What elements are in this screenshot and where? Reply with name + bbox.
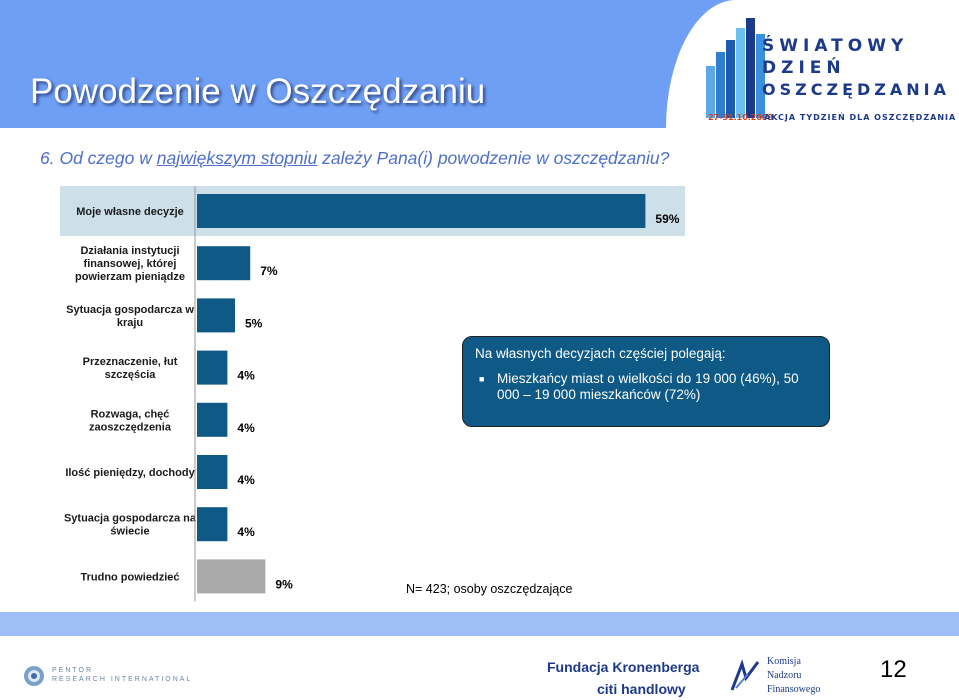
value-label: 5%: [245, 316, 263, 330]
survey-question: 6. Od czego w największym stopniu zależy…: [40, 148, 669, 169]
footer-band: [0, 612, 959, 636]
category-label: Działania instytucji finansowej, której po…: [75, 245, 185, 283]
question-suffix: zależy Pana(i) powodzenie w oszczędzaniu…: [317, 148, 670, 168]
value-label: 7%: [260, 264, 278, 278]
knf-line-3: Finansowego: [767, 684, 821, 695]
bar: [197, 402, 228, 437]
value-label: 9%: [275, 577, 293, 591]
category-label: Ilość pieniędzy, dochody: [65, 467, 195, 479]
slide-title: Powodzenie w Oszczędzaniu: [30, 72, 486, 111]
logo-subline: AKCJA TYDZIEŃ DLA OSZCZĘDZANIA: [764, 113, 957, 122]
logo-line-2: DZIEŃ: [762, 58, 846, 78]
citi-handlowy-logo-text: citi handlowy: [597, 681, 686, 697]
logo-bars-graphic: [706, 18, 765, 118]
value-label: 4%: [237, 369, 255, 383]
callout-title: Na własnych decyzjach częściej polegają:: [475, 346, 726, 361]
bar: [197, 507, 228, 542]
square-bullet-icon: ■: [479, 374, 485, 384]
bar: [197, 559, 266, 594]
knf-swoosh-icon: [730, 659, 760, 691]
logo-date: 27-31.10.2008: [708, 113, 774, 122]
bar: [197, 194, 646, 228]
category-label: Trudno powiedzieć: [80, 571, 179, 583]
bar: [197, 246, 251, 281]
bar: [197, 455, 228, 489]
pentor-line-2: RESEARCH INTERNATIONAL: [52, 676, 193, 683]
category-label: Sytuacja gospodarcza w kraju: [66, 304, 194, 329]
kronenberg-logo-text: Fundacja Kronenberga: [547, 659, 700, 675]
pentor-line-1: PENTOR: [52, 667, 94, 674]
value-label: 4%: [237, 473, 255, 487]
category-label: Przeznaczenie, łut szczęścia: [83, 356, 178, 381]
value-label: 59%: [655, 212, 679, 226]
page-number: 12: [880, 656, 907, 683]
knf-line-1: Komisja: [767, 656, 801, 667]
category-label: Rozwaga, chęć zaoszczędzenia: [89, 408, 172, 433]
insight-callout: Na własnych decyzjach częściej polegają:…: [462, 336, 830, 427]
bar: [197, 298, 235, 333]
value-label: 4%: [237, 525, 255, 539]
category-label: Sytuacja gospodarcza na świecie: [64, 513, 197, 538]
value-label: 4%: [237, 421, 255, 435]
callout-bullet-text: Mieszkańcy miast o wielkości do 19 000 (…: [497, 371, 799, 402]
callout-bullet: ■ Mieszkańcy miast o wielkości do 19 000…: [475, 371, 817, 403]
sample-note: N= 423; osoby oszczędzające: [406, 582, 573, 596]
knf-line-2: Nadzoru: [767, 670, 802, 681]
pentor-globe-icon: [24, 666, 44, 686]
question-underlined: największym stopniu: [156, 148, 318, 168]
category-label: Moje własne decyzje: [76, 206, 184, 218]
bar: [197, 350, 228, 385]
question-prefix: 6. Od czego w: [40, 148, 157, 168]
logo-line-3: OSZCZĘDZANIA: [762, 80, 950, 99]
logo-line-1: ŚWIATOWY: [762, 36, 909, 56]
swiatowy-dzien-oszczedzania-logo: ŚWIATOWY DZIEŃ OSZCZĘDZANIA 27-31.10.200…: [666, 0, 959, 128]
